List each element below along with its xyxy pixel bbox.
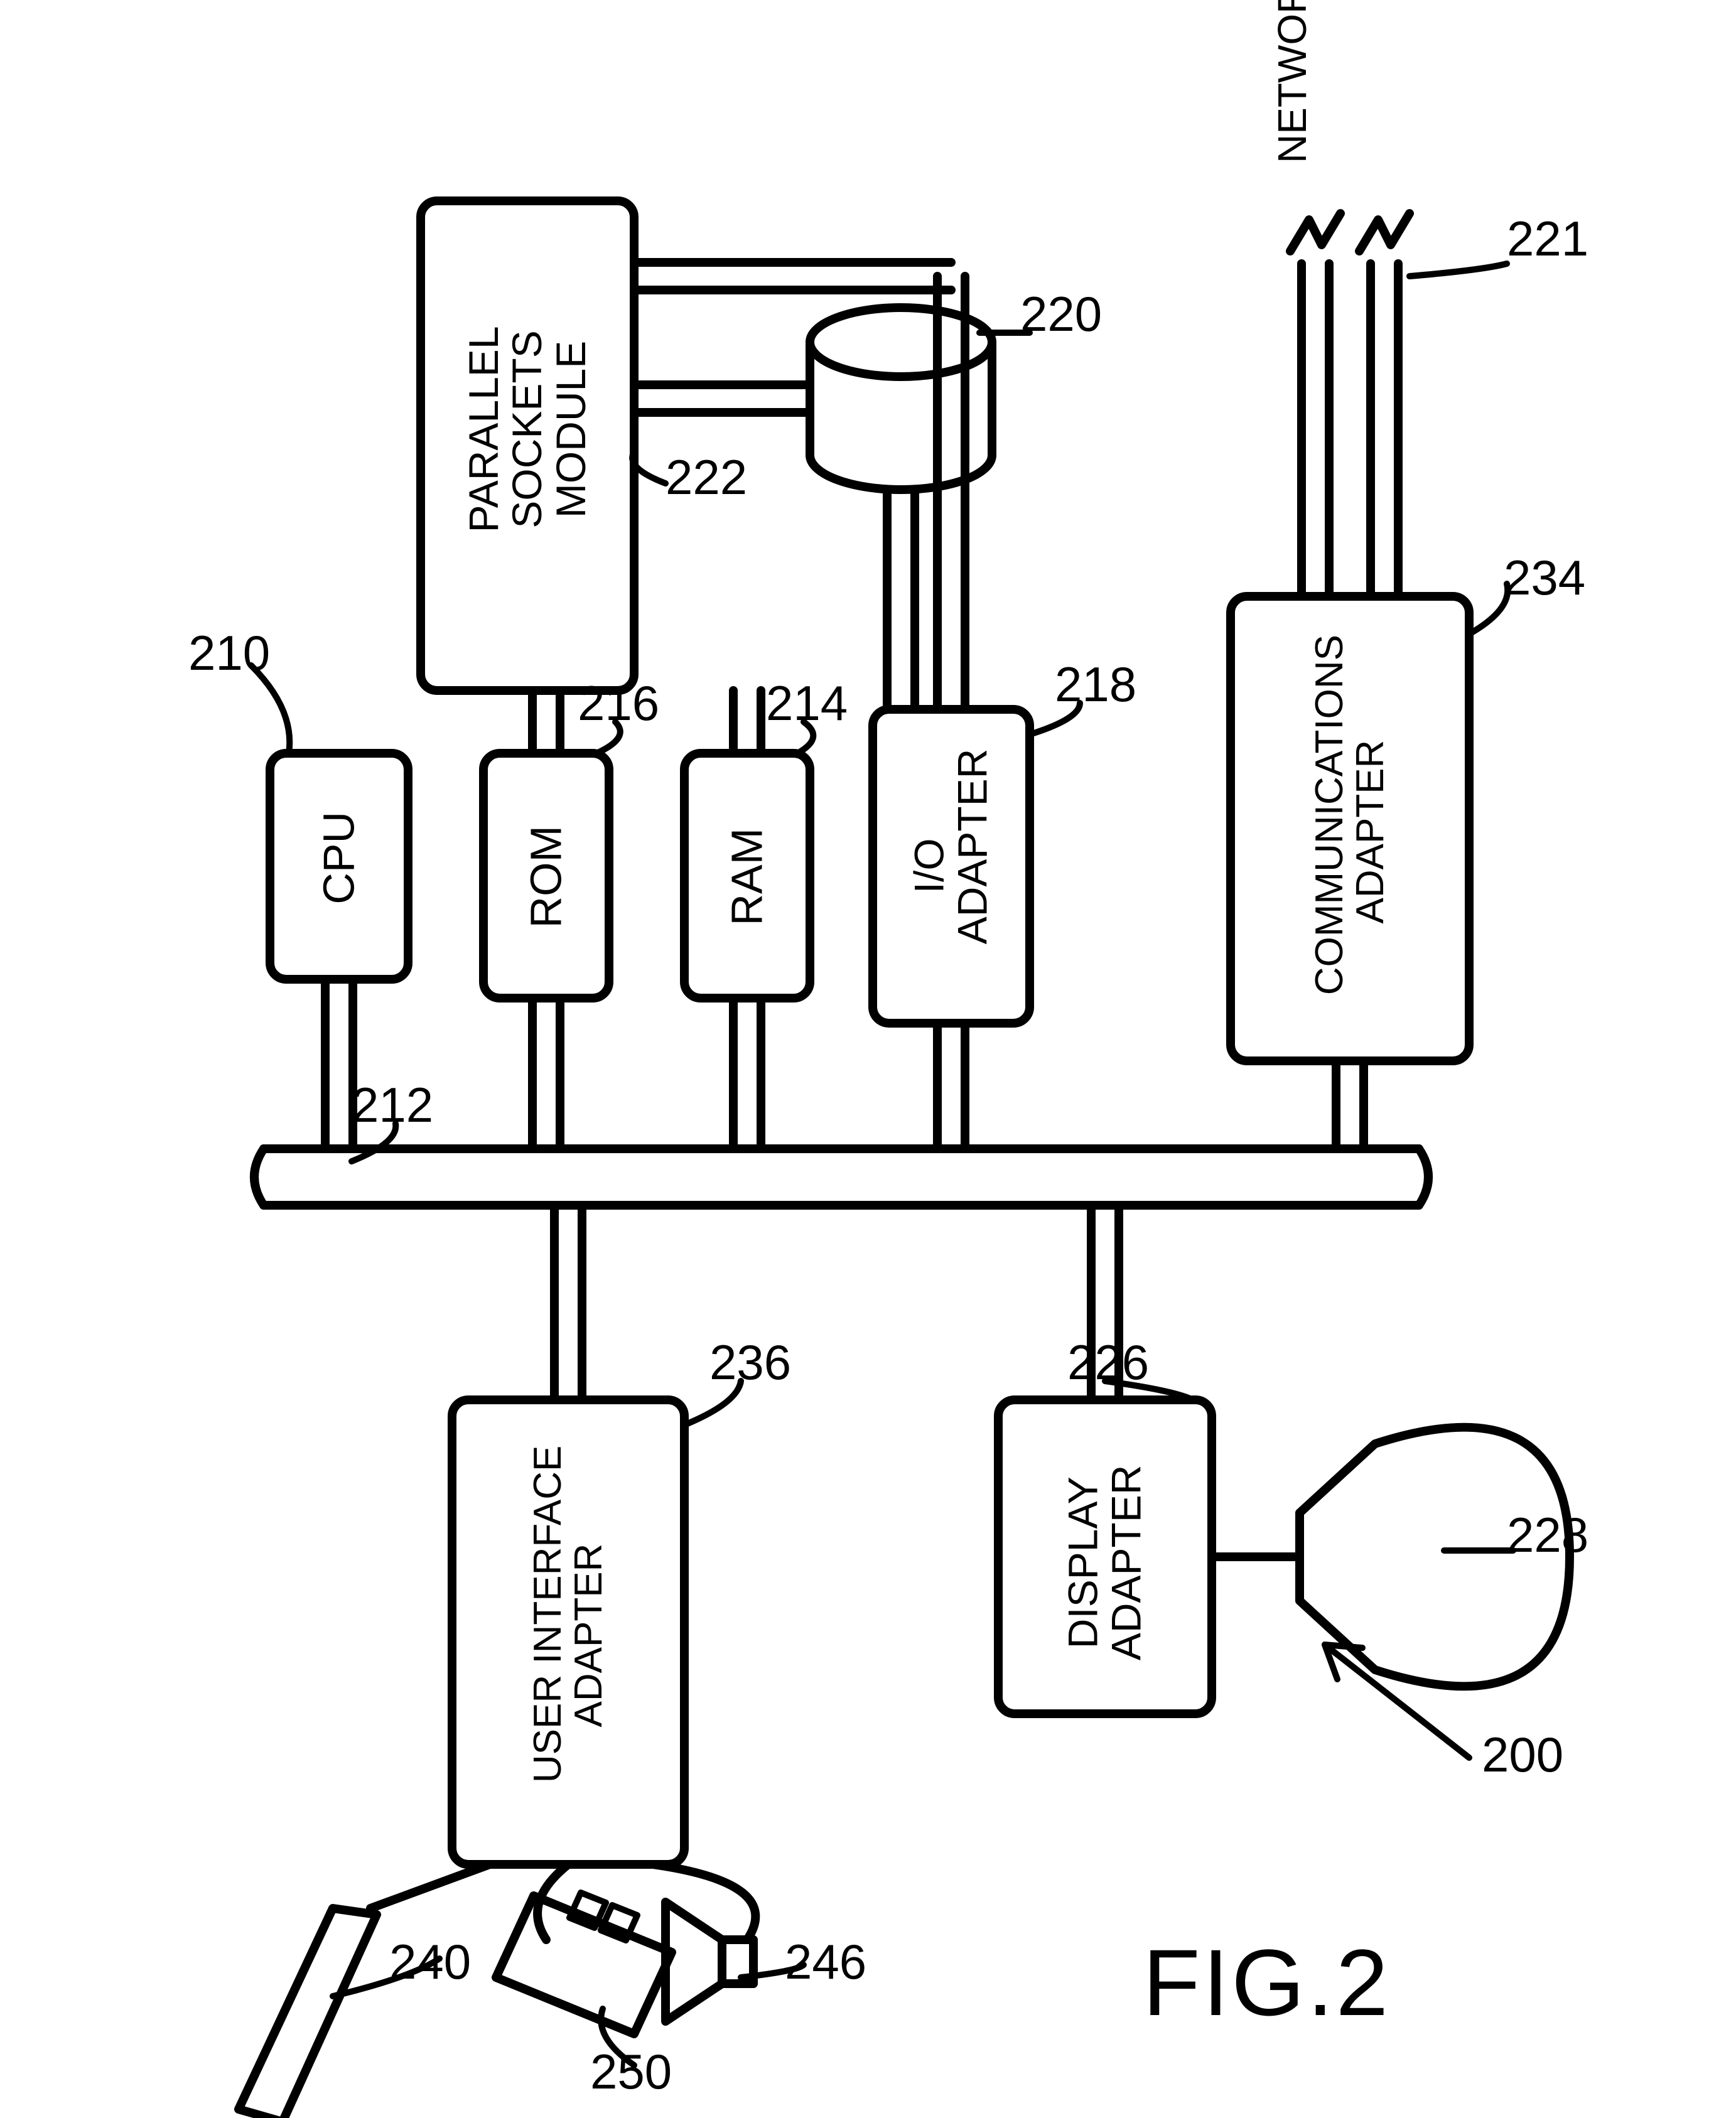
ref-kbd: 240	[389, 1937, 471, 1988]
ref-spk: 246	[785, 1937, 866, 1988]
display-adapter-label: DISPLAY ADAPTER	[1062, 1443, 1149, 1682]
io-adapter-label: I/O ADAPTER	[908, 787, 995, 944]
ref-net: 221	[1507, 213, 1588, 265]
comms-adapter-label: COMMUNICATIONS ADAPTER	[1309, 669, 1391, 995]
net-label: NETWORK	[1271, 0, 1313, 163]
rom-label: ROM	[523, 814, 569, 940]
ref-rom: 216	[578, 678, 659, 729]
ref-disp: 226	[1067, 1337, 1149, 1389]
ref-mon: 228	[1507, 1510, 1588, 1561]
ref-psock: 222	[666, 452, 747, 503]
ref-disk: 220	[1020, 289, 1102, 340]
parallel-sockets-label: PARALLEL SOCKETS MODULE	[462, 316, 593, 542]
ram-label: RAM	[724, 814, 770, 940]
ref-system: 200	[1482, 1729, 1563, 1781]
ref-ui: 236	[709, 1337, 791, 1389]
ref-bus: 212	[352, 1080, 433, 1131]
ref-comms: 234	[1504, 552, 1585, 604]
ui-adapter-label: USER INTERFACE ADAPTER	[527, 1488, 609, 1783]
ref-io: 218	[1055, 659, 1136, 711]
ref-cpu: 210	[188, 628, 270, 679]
cpu-label: CPU	[316, 789, 362, 927]
ref-mouse: 250	[590, 2046, 672, 2098]
figure-title: FIG.2	[1143, 1933, 1391, 2033]
ref-ram: 214	[766, 678, 848, 729]
